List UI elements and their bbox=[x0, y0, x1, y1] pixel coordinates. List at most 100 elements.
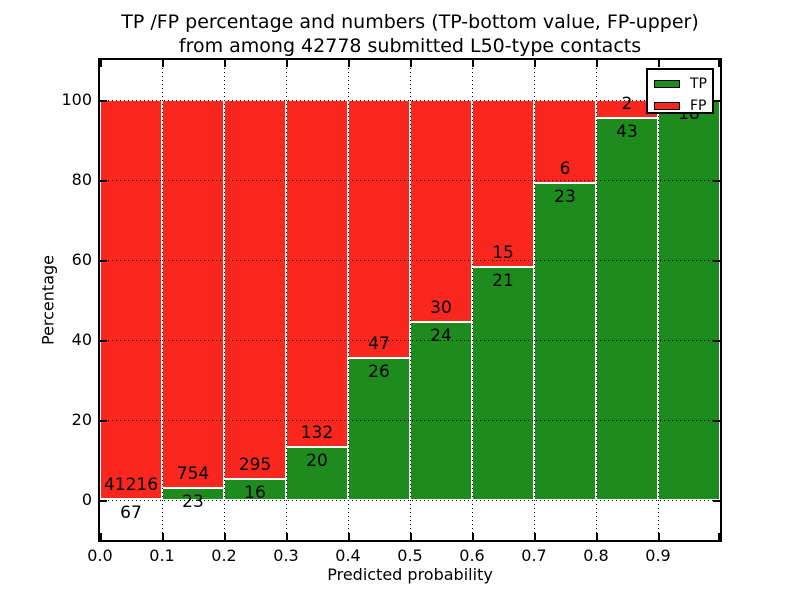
x-tick-mark bbox=[596, 533, 598, 540]
x-tick-label: 0.3 bbox=[273, 546, 299, 565]
x-tick-mark bbox=[658, 533, 660, 540]
fp-count-label: 754 bbox=[176, 464, 210, 485]
y-tick-mark-right bbox=[713, 420, 720, 422]
legend: TP FP bbox=[646, 68, 714, 114]
tp-count-label: 16 bbox=[244, 483, 266, 504]
legend-row-fp: FP bbox=[648, 95, 712, 115]
tp-count-label: 24 bbox=[430, 326, 452, 347]
bar-tp-segment bbox=[534, 182, 596, 500]
bar-fp-segment bbox=[348, 100, 410, 358]
x-tick-mark-top bbox=[596, 60, 598, 67]
gridline-vertical bbox=[224, 60, 225, 540]
x-tick-mark-top bbox=[534, 60, 536, 67]
bar-fp-segment bbox=[162, 100, 224, 489]
bar-fp-segment bbox=[100, 100, 162, 500]
gridline-vertical bbox=[410, 60, 411, 540]
bar-fp-segment bbox=[410, 100, 472, 323]
legend-swatch-tp-icon bbox=[654, 80, 680, 88]
x-axis-label: Predicted probability bbox=[327, 565, 493, 584]
tp-count-label: 67 bbox=[120, 503, 142, 524]
x-tick-mark bbox=[286, 533, 288, 540]
y-tick-mark-right bbox=[713, 100, 720, 102]
fp-count-label: 15 bbox=[492, 242, 514, 263]
y-axis-label: Percentage bbox=[38, 254, 58, 346]
fp-count-label: 30 bbox=[430, 298, 452, 319]
y-tick-label: 40 bbox=[71, 330, 92, 349]
gridline-vertical bbox=[658, 60, 659, 540]
x-tick-mark bbox=[718, 533, 720, 540]
gridline-vertical bbox=[472, 60, 473, 540]
y-tick-label: 20 bbox=[71, 410, 92, 429]
gridline-vertical bbox=[286, 60, 287, 540]
bar-fp-segment bbox=[224, 100, 286, 480]
tp-count-label: 21 bbox=[492, 270, 514, 291]
bar-fp-segment bbox=[286, 100, 348, 448]
fp-count-label: 132 bbox=[300, 423, 334, 444]
bar-tp-segment bbox=[596, 117, 658, 500]
x-tick-mark-top bbox=[286, 60, 288, 67]
y-tick-label: 100 bbox=[61, 90, 92, 109]
x-tick-label: 0.6 bbox=[459, 546, 485, 565]
y-tick-mark-right bbox=[713, 260, 720, 262]
x-tick-mark-top bbox=[348, 60, 350, 67]
x-tick-mark-top bbox=[224, 60, 226, 67]
chart-title-line1: TP /FP percentage and numbers (TP-bottom… bbox=[121, 11, 699, 33]
x-tick-label: 0.9 bbox=[645, 546, 671, 565]
y-tick-label: 80 bbox=[71, 170, 92, 189]
x-tick-mark bbox=[348, 533, 350, 540]
y-tick-mark bbox=[100, 260, 107, 262]
x-tick-mark-top bbox=[162, 60, 164, 67]
x-tick-mark bbox=[410, 533, 412, 540]
y-tick-mark bbox=[100, 500, 107, 502]
x-tick-mark-top bbox=[718, 60, 720, 67]
x-tick-mark-top bbox=[410, 60, 412, 67]
x-tick-label: 0.0 bbox=[87, 546, 113, 565]
y-tick-mark bbox=[100, 100, 107, 102]
fp-count-label: 41216 bbox=[103, 475, 159, 496]
fp-count-label: 295 bbox=[238, 455, 272, 476]
tp-count-label: 23 bbox=[182, 492, 204, 513]
x-tick-label: 0.7 bbox=[521, 546, 547, 565]
x-tick-mark bbox=[162, 533, 164, 540]
x-tick-mark-top bbox=[658, 60, 660, 67]
bar-tp-segment bbox=[658, 100, 720, 500]
fp-count-label: 47 bbox=[368, 333, 390, 354]
x-tick-label: 0.8 bbox=[583, 546, 609, 565]
fp-count-label: 2 bbox=[621, 93, 633, 114]
gridline-vertical bbox=[596, 60, 597, 540]
legend-swatch-fp-icon bbox=[654, 102, 680, 110]
fp-count-label: 6 bbox=[559, 158, 571, 179]
bar-fp-segment bbox=[472, 100, 534, 267]
tp-count-label: 23 bbox=[554, 186, 576, 207]
bar-tp-segment bbox=[286, 447, 348, 500]
gridline-vertical bbox=[162, 60, 163, 540]
legend-row-tp: TP bbox=[648, 73, 712, 93]
legend-label-tp: TP bbox=[690, 76, 707, 92]
x-tick-label: 0.2 bbox=[211, 546, 237, 565]
chart-title: TP /FP percentage and numbers (TP-bottom… bbox=[100, 10, 720, 58]
y-tick-label: 0 bbox=[81, 490, 92, 509]
tp-count-label: 20 bbox=[306, 451, 328, 472]
x-tick-label: 0.5 bbox=[397, 546, 423, 565]
x-tick-label: 0.1 bbox=[149, 546, 175, 565]
chart-title-line2: from among 42778 submitted L50-type cont… bbox=[178, 35, 642, 57]
y-tick-mark-right bbox=[713, 500, 720, 502]
x-tick-mark-top bbox=[472, 60, 474, 67]
tp-count-label: 26 bbox=[368, 361, 390, 382]
x-tick-mark-top bbox=[100, 60, 102, 67]
x-tick-mark bbox=[472, 533, 474, 540]
bar-tp-segment bbox=[472, 266, 534, 500]
x-tick-label: 0.4 bbox=[335, 546, 361, 565]
tp-count-label: 43 bbox=[616, 121, 638, 142]
bar-tp-segment bbox=[348, 357, 410, 500]
y-tick-mark bbox=[100, 420, 107, 422]
x-tick-mark bbox=[534, 533, 536, 540]
y-tick-mark bbox=[100, 180, 107, 182]
y-tick-mark-right bbox=[713, 180, 720, 182]
y-tick-mark-right bbox=[713, 340, 720, 342]
legend-label-fp: FP bbox=[690, 98, 707, 114]
gridline-vertical bbox=[534, 60, 535, 540]
gridline-vertical bbox=[348, 60, 349, 540]
plot-area: 41216 67 754 23 295 16 132 20 47 26 30 24 15 21 6 23 2 43… bbox=[100, 60, 720, 540]
